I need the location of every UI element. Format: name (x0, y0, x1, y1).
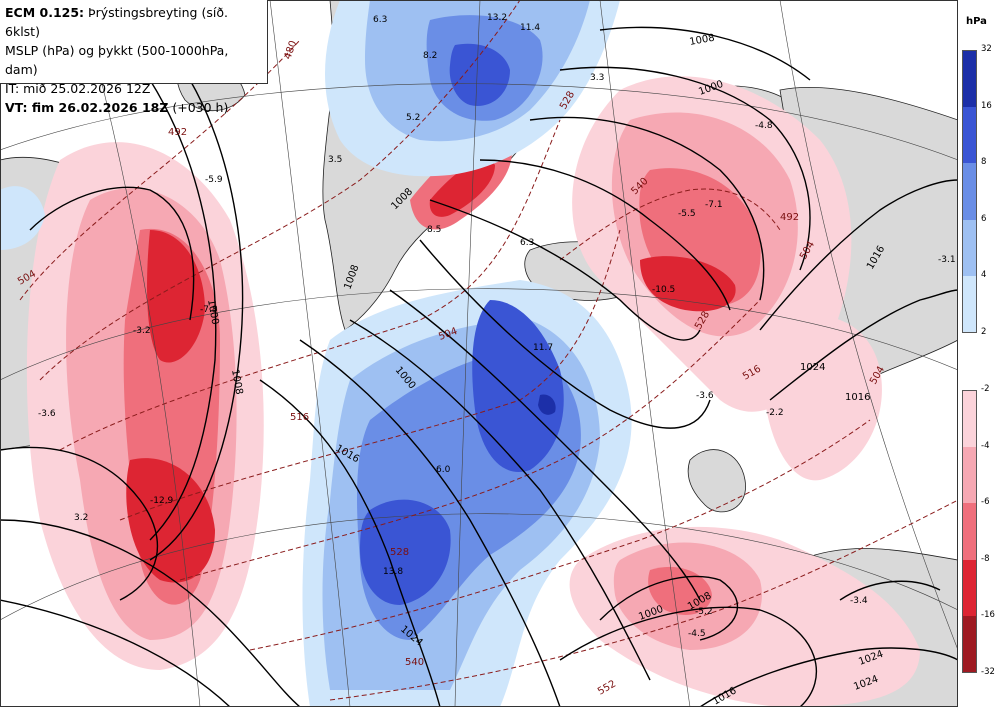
rise-area-north-deep (449, 43, 510, 106)
isobars (0, 26, 958, 707)
pressure-change-value: 11.7 (533, 343, 553, 353)
colorbar-segment (963, 447, 976, 504)
colorbar-tick-label: -8 (981, 553, 990, 564)
pressure-change-value: -5.2 (695, 607, 713, 617)
rise-area-west-corner (0, 186, 45, 250)
pressure-change-value: -3.6 (38, 409, 56, 419)
thickness-label: 516 (290, 412, 309, 423)
field-name: Þrýstingsbreyting (síð. 6klst) (5, 5, 228, 39)
pressure-change-value: -3.6 (696, 391, 714, 401)
pressure-rise-shading (0, 0, 632, 707)
pressure-change-value: -3.1 (938, 255, 956, 265)
rise-area-south-deep (360, 499, 451, 605)
colorbar-tick-label: -16 (981, 610, 995, 621)
isobar-label: 1008 (229, 369, 244, 396)
isobar-label: 1008 (689, 33, 716, 48)
fall-area-greenland-core (429, 159, 495, 217)
rise-area-central-max (538, 394, 556, 415)
pressure-change-value: 6.0 (436, 465, 451, 475)
colorbar-segment (963, 503, 976, 560)
colorbar-segment (963, 275, 976, 332)
colorbar-tick-label: 2 (981, 327, 987, 337)
colorbar-tick-label: 4 (981, 270, 987, 281)
title-line-2: MSLP (hPa) og þykkt (500-1000hPa, dam) (5, 43, 229, 77)
thickness-label: 516 (520, 0, 539, 3)
pressure-change-value: -5.5 (678, 209, 696, 219)
title-line-4: VT: fim 26.02.2026 18Z (+030 h) (5, 98, 262, 117)
pressure-change-value: -3.2 (133, 326, 151, 336)
map-title-box: ECM 0.125: Þrýstingsbreyting (síð. 6klst… (0, 0, 268, 115)
colorbar-segment (963, 559, 976, 616)
fall-area-east-band (763, 315, 882, 481)
graticule (0, 0, 958, 707)
british-isles-landmass (687, 449, 746, 513)
pressure-change-value: 3.3 (590, 73, 604, 83)
fall-area-west-deep2 (126, 458, 215, 583)
thickness-label: 492 (168, 127, 187, 138)
forecast-hour: (+030 h) (168, 100, 229, 115)
colorbar-tick-label: 16 (981, 100, 992, 111)
colorbar-tick-label: 6 (981, 213, 987, 224)
pressure-change-value: 13.8 (383, 567, 403, 577)
colorbar-rise (962, 50, 977, 333)
pressure-change-value: -7.1 (705, 200, 723, 210)
pressure-change-value: 13.2 (487, 13, 507, 23)
valid-time: VT: fim 26.02.2026 18Z (5, 100, 169, 115)
colorbar-segment (963, 219, 976, 276)
pressure-change-value: -7.8 (200, 305, 218, 315)
colorbar-segment (963, 107, 976, 164)
thickness-label: 528 (390, 547, 409, 558)
colorbar-segment (963, 615, 976, 672)
colorbar-tick-label: 8 (981, 157, 987, 168)
colorbar-segment (963, 51, 976, 108)
pressure-tendency-map: 1000100810161024100010081016102410001008… (0, 0, 958, 707)
pressure-change-labels: -5.9 -7.8 -3.2 -3.6 -12.9 3.2 8.2 5.2 3.5 6.3 13.2… (38, 13, 956, 639)
pressure-change-value: -4.5 (688, 629, 706, 639)
title-line-3: IT: mið 25.02.2026 12Z (5, 81, 151, 96)
fall-area-west-deep (147, 230, 205, 363)
isobar-label: 1024 (800, 362, 825, 373)
thickness-label: 492 (780, 212, 799, 223)
pressure-change-value: 3.2 (74, 513, 88, 523)
colorbar-segment (963, 163, 976, 220)
pressure-change-value: 8.2 (423, 51, 437, 61)
pressure-change-value: -4.8 (755, 121, 773, 131)
model-name: ECM 0.125: (5, 5, 85, 20)
pressure-change-value: 11.4 (520, 23, 540, 33)
rise-area-central-deep (472, 300, 564, 472)
colorbar-tick-label: -32 (981, 667, 995, 677)
pressure-change-value: -2.2 (766, 408, 784, 418)
pressure-fall-shading (26, 76, 920, 707)
pressure-change-value: -12.9 (150, 496, 174, 506)
pressure-change-value: -3.4 (850, 596, 868, 606)
pressure-change-value: -5.9 (205, 175, 223, 185)
colorbar-tick-label: -6 (981, 497, 990, 508)
colorbar-segment (963, 391, 976, 448)
isobar-label: 1000 (205, 299, 220, 326)
title-line-1: ECM 0.125: Þrýstingsbreyting (síð. 6klst… (5, 3, 262, 41)
pressure-change-value: 6.3 (520, 238, 534, 248)
pressure-change-value: -10.5 (652, 285, 675, 295)
pressure-change-value: 8.5 (427, 225, 441, 235)
isobar-label: 1016 (845, 392, 870, 403)
pressure-change-value: 6.3 (373, 15, 387, 25)
legend-unit: hPa (966, 16, 987, 27)
colorbar-tick-label: -2 (981, 384, 990, 394)
fall-area-southeast-core (648, 566, 712, 615)
thickness-label: 540 (405, 657, 424, 668)
colorbar-tick-label: -4 (981, 440, 990, 451)
fall-area-northeast-deep (640, 256, 736, 312)
colorbar-fall (962, 390, 977, 673)
colorbar-tick-label: 32 (981, 44, 992, 54)
pressure-change-value: 5.2 (406, 113, 420, 123)
pressure-change-value: 3.5 (328, 155, 342, 165)
